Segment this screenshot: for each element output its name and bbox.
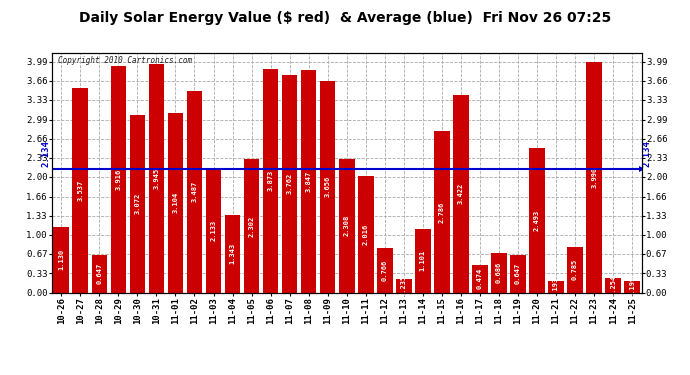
Bar xyxy=(301,70,317,292)
Bar xyxy=(358,176,373,292)
Text: 3.487: 3.487 xyxy=(192,181,197,202)
Text: 2.786: 2.786 xyxy=(439,201,445,223)
Bar xyxy=(53,227,69,292)
Bar xyxy=(92,255,107,292)
Text: 3.847: 3.847 xyxy=(306,171,312,192)
Bar xyxy=(263,69,278,292)
Text: 0.785: 0.785 xyxy=(572,259,578,280)
Bar xyxy=(320,81,335,292)
Text: 3.945: 3.945 xyxy=(153,168,159,189)
Bar xyxy=(549,281,564,292)
Text: 2.302: 2.302 xyxy=(248,215,255,237)
Text: 3.873: 3.873 xyxy=(268,170,274,191)
Text: 2.133: 2.133 xyxy=(210,220,217,242)
Bar xyxy=(510,255,526,292)
Text: 3.762: 3.762 xyxy=(286,173,293,194)
Text: 3.422: 3.422 xyxy=(458,183,464,204)
Text: 0.235: 0.235 xyxy=(401,275,407,296)
Text: 1.101: 1.101 xyxy=(420,250,426,271)
Text: 1.130: 1.130 xyxy=(58,249,64,270)
Text: Daily Solar Energy Value ($ red)  & Average (blue)  Fri Nov 26 07:25: Daily Solar Energy Value ($ red) & Avera… xyxy=(79,11,611,25)
Text: 2.493: 2.493 xyxy=(534,210,540,231)
Text: 3.537: 3.537 xyxy=(77,180,83,201)
Bar xyxy=(377,248,393,292)
Bar xyxy=(567,247,583,292)
Bar xyxy=(72,88,88,292)
Bar xyxy=(491,253,506,292)
Text: 3.072: 3.072 xyxy=(135,193,140,214)
Bar xyxy=(225,215,240,292)
Bar xyxy=(624,281,640,292)
Bar xyxy=(187,91,202,292)
Bar xyxy=(206,169,221,292)
Text: 0.647: 0.647 xyxy=(97,263,102,284)
Bar xyxy=(244,159,259,292)
Bar xyxy=(453,94,469,292)
Bar xyxy=(168,113,184,292)
Text: 0.766: 0.766 xyxy=(382,260,388,281)
Text: 2.134: 2.134 xyxy=(41,140,50,167)
Text: 2.308: 2.308 xyxy=(344,215,350,236)
Text: 3.104: 3.104 xyxy=(172,192,179,213)
Text: 0.254: 0.254 xyxy=(610,274,616,296)
Text: 3.656: 3.656 xyxy=(325,176,331,197)
Bar xyxy=(586,62,602,292)
Bar xyxy=(415,229,431,292)
Bar xyxy=(605,278,621,292)
Bar xyxy=(472,265,488,292)
Text: 3.990: 3.990 xyxy=(591,166,597,188)
Text: 1.343: 1.343 xyxy=(230,243,235,264)
Text: 0.647: 0.647 xyxy=(515,263,521,284)
Text: 2.016: 2.016 xyxy=(363,224,368,245)
Text: 0.199: 0.199 xyxy=(629,276,635,297)
Text: Copyright 2010 Cartronics.com: Copyright 2010 Cartronics.com xyxy=(58,56,192,65)
Bar xyxy=(434,131,450,292)
Bar xyxy=(110,66,126,292)
Bar xyxy=(148,64,164,292)
Text: 3.916: 3.916 xyxy=(115,169,121,190)
Bar xyxy=(130,115,145,292)
Bar xyxy=(339,159,355,292)
Bar xyxy=(396,279,412,292)
Bar xyxy=(282,75,297,292)
Text: 0.686: 0.686 xyxy=(496,262,502,283)
Text: 0.474: 0.474 xyxy=(477,268,483,290)
Bar xyxy=(529,148,545,292)
Text: 0.193: 0.193 xyxy=(553,276,559,297)
Text: 2.134: 2.134 xyxy=(643,140,652,167)
